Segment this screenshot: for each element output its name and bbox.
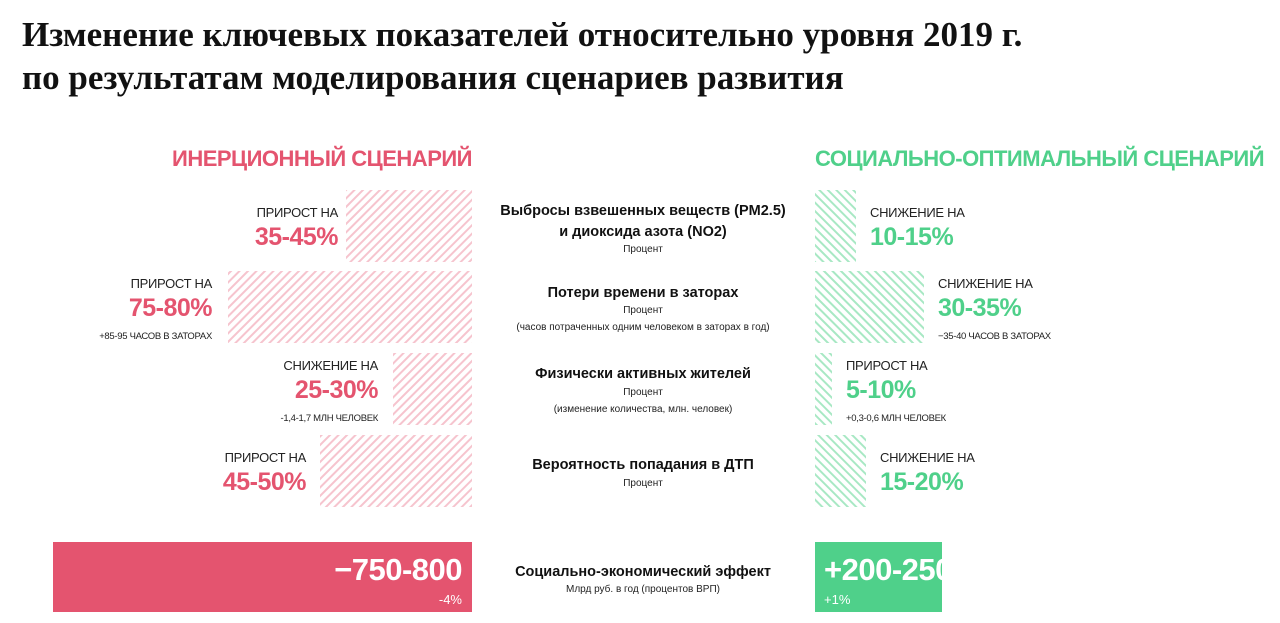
change-note: +0,3-0,6 МЛН ЧЕЛОВЕК (846, 413, 947, 424)
hatched-bar (815, 190, 856, 262)
scenario-header: ИНЕРЦИОННЫЙ СЦЕНАРИЙ (172, 146, 472, 171)
change-label: СНИЖЕНИЕ НА (283, 358, 378, 373)
effect-bar (53, 542, 472, 612)
change-value: 30-35% (938, 294, 1021, 322)
change-value: 25-30% (295, 376, 378, 404)
hatched-bar (393, 353, 472, 425)
effect-share: -4% (439, 592, 463, 607)
effect-value: +200-250 (824, 552, 952, 587)
change-value: 75-80% (129, 294, 212, 322)
hatched-bar (228, 271, 472, 343)
indicator-unit: Процент (623, 387, 663, 398)
indicator-unit: (часов потраченных одним человеком в зат… (516, 322, 769, 333)
change-note: −35-40 ЧАСОВ В ЗАТОРАХ (938, 331, 1052, 342)
indicator: Социально-экономический эффект (515, 564, 771, 580)
hatched-bar (346, 190, 472, 262)
hatched-bar (815, 353, 832, 425)
indicator-unit: Процент (623, 478, 663, 489)
indicator-unit: Процент (623, 244, 663, 255)
title: Изменение ключевых показателей относител… (22, 15, 1022, 54)
indicator-unit: (изменение количества, млн. человек) (554, 404, 733, 415)
change-value: 35-45% (255, 223, 338, 251)
change-value: 5-10% (846, 376, 916, 404)
hatched-bar (815, 271, 924, 343)
indicator: Физически активных жителей (535, 366, 751, 382)
indicator: Вероятность попадания в ДТП (532, 457, 754, 473)
change-label: СНИЖЕНИЕ НА (880, 450, 975, 465)
change-value: 10-15% (870, 223, 953, 251)
change-note: +85-95 ЧАСОВ В ЗАТОРАХ (99, 331, 213, 342)
effect-bar (815, 542, 942, 612)
change-note: -1,4-1,7 МЛН ЧЕЛОВЕК (280, 413, 378, 424)
effect-value: −750-800 (334, 552, 462, 587)
change-label: ПРИРОСТ НА (225, 450, 307, 465)
indicator-unit: Млрд руб. в год (процентов ВРП) (566, 583, 720, 595)
change-label: ПРИРОСТ НА (257, 205, 339, 220)
indicator: и диоксида азота (NO2) (559, 224, 727, 240)
change-value: 15-20% (880, 468, 963, 496)
change-label: СНИЖЕНИЕ НА (938, 276, 1033, 291)
effect-share: +1% (824, 592, 851, 607)
change-label: ПРИРОСТ НА (131, 276, 213, 291)
indicator-unit: Процент (623, 305, 663, 316)
indicator: Выбросы взвешенных веществ (PM2.5) (500, 203, 786, 219)
title: по результатам моделирования сценариев р… (22, 58, 844, 97)
hatched-bar (320, 435, 472, 507)
change-value: 45-50% (223, 468, 306, 496)
change-label: ПРИРОСТ НА (846, 358, 928, 373)
indicator: Потери времени в заторах (548, 285, 739, 301)
scenario-header: СОЦИАЛЬНО-ОПТИМАЛЬНЫЙ СЦЕНАРИЙ (815, 146, 1264, 171)
change-label: СНИЖЕНИЕ НА (870, 205, 965, 220)
hatched-bar (815, 435, 866, 507)
